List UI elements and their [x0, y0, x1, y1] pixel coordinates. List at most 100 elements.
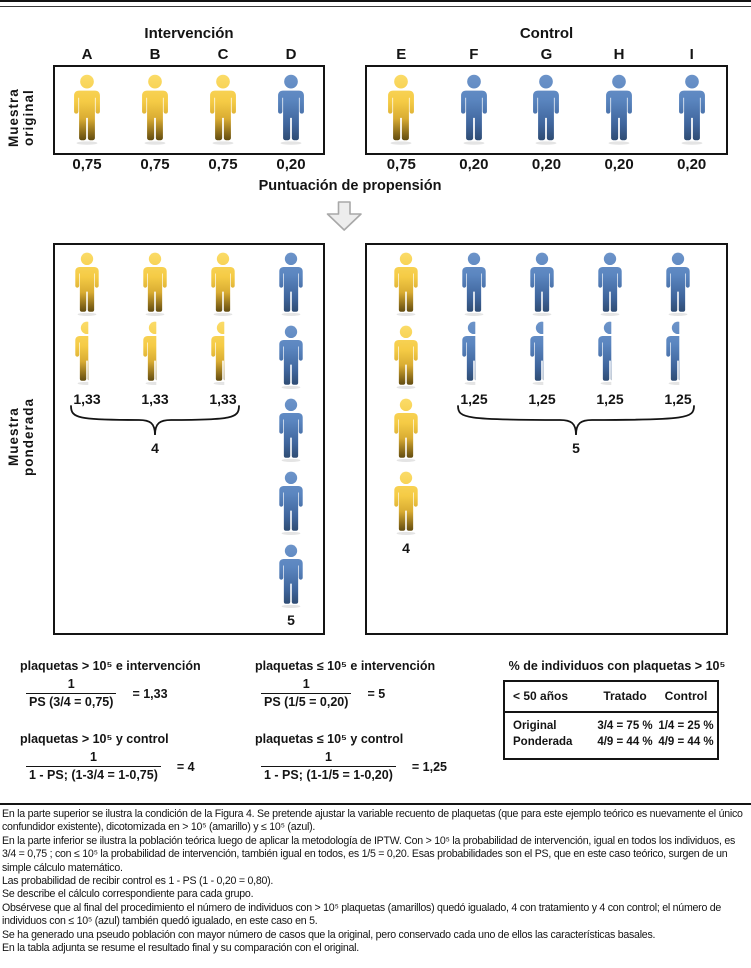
- weighted-intervention-yellow-columns: 1,33 1,33 1,33: [53, 252, 257, 407]
- weighted-person-column: 1,25: [576, 252, 644, 407]
- underbrace-icon: [70, 405, 240, 436]
- figure-caption: En la parte superior se ilustra la condi…: [2, 808, 749, 955]
- propensity-axis-label: Puntuación de propensión: [258, 178, 442, 194]
- formula-condition: plaquetas ≤ 10⁵ e intervención: [255, 659, 436, 673]
- propensity-score: 0,75: [72, 156, 102, 173]
- table-header-cell: Control: [664, 689, 708, 703]
- table-cell: 1/4 = 25 %: [658, 720, 714, 732]
- person-icon-blue: [521, 252, 563, 317]
- original-intervention-columns: A 0,75 B 0,75 C 0,75 D 0,20: [53, 46, 325, 173]
- half-person-icon-blue: [521, 321, 563, 386]
- formula-result: = 1,25: [411, 759, 447, 774]
- fraction: 1 PS (3/4 = 0,75): [26, 677, 117, 709]
- propensity-score: 0,20: [531, 156, 562, 173]
- group-total: 5: [572, 440, 580, 456]
- table-header-cell: Tratado: [603, 689, 647, 703]
- half-person-icon-yellow: [66, 321, 108, 386]
- original-control-columns: E 0,75 F 0,20 G 0,20 H 0,20 I 0,20: [365, 46, 728, 173]
- person-label: F: [469, 46, 479, 63]
- person-icon-yellow: [132, 74, 178, 146]
- fraction-bar: [26, 693, 117, 694]
- person-icon-blue: [270, 544, 312, 609]
- person-icon-yellow: [200, 74, 246, 146]
- person-icon-yellow: [385, 252, 427, 317]
- person-icon-yellow: [378, 74, 424, 146]
- person-label: B: [149, 46, 161, 63]
- half-person-icon-yellow: [202, 321, 244, 386]
- table-header-cell: < 50 años: [513, 689, 569, 703]
- half-person-icon-blue: [657, 321, 699, 386]
- person-label: D: [285, 46, 297, 63]
- formula-condition: plaquetas > 10⁵ y control: [20, 732, 169, 746]
- propensity-score: 0,20: [276, 156, 306, 173]
- formula-result: = 5: [367, 686, 386, 701]
- weighted-intervention-blue-stack: [270, 252, 312, 609]
- person-column: D 0,20: [257, 46, 325, 173]
- person-column: F 0,20: [438, 46, 511, 173]
- person-icon-yellow: [385, 398, 427, 463]
- person-column: G 0,20: [510, 46, 583, 173]
- caption-line: En la tabla adjunta se resume el resulta…: [2, 942, 359, 955]
- caption-divider-rule: [0, 803, 751, 805]
- person-icon-blue: [453, 252, 495, 317]
- top-rule-thin: [0, 6, 751, 7]
- person-column: C 0,75: [189, 46, 257, 173]
- fraction-numerator: 1: [302, 677, 310, 691]
- table-header-row: < 50 años Tratado Control: [505, 682, 717, 713]
- formula-block: plaquetas > 10⁵ y control 1 1 - PS; (1-3…: [20, 732, 195, 782]
- formula-result: = 4: [176, 759, 195, 774]
- weight-value: 1,25: [460, 391, 488, 407]
- caption-line: Se describe el cálculo correspondiente p…: [2, 888, 254, 901]
- person-icon-yellow: [385, 325, 427, 390]
- person-column: B 0,75: [121, 46, 189, 173]
- person-icon-yellow: [66, 252, 108, 317]
- weighted-person-column: 1,33: [189, 252, 257, 407]
- weighted-person-column: 1,25: [440, 252, 508, 407]
- down-arrow-icon: [326, 201, 362, 231]
- person-icon-blue: [270, 325, 312, 390]
- weighted-intervention-box: [53, 243, 325, 635]
- fraction-denominator: PS (1/5 = 0,20): [264, 695, 349, 709]
- fraction-bar: [261, 766, 396, 767]
- weight-value: 1,25: [664, 391, 692, 407]
- fraction-numerator: 1: [89, 750, 97, 764]
- table-row: Original 3/4 = 75 % 1/4 = 25 %: [513, 718, 714, 734]
- formula-block: plaquetas > 10⁵ e intervención 1 PS (3/4…: [20, 659, 201, 709]
- weighted-person-column: 1,25: [644, 252, 712, 407]
- weighted-control-box: [365, 243, 728, 635]
- summary-table: < 50 años Tratado Control Original 3/4 =…: [503, 680, 719, 760]
- propensity-score: 0,75: [140, 156, 170, 173]
- person-icon-blue: [596, 74, 642, 146]
- person-icon-blue: [268, 74, 314, 146]
- person-column: E 0,75: [365, 46, 438, 173]
- person-icon-yellow: [134, 252, 176, 317]
- person-column: H 0,20: [583, 46, 656, 173]
- half-person-icon-blue: [589, 321, 631, 386]
- fraction-denominator: 1 - PS; (1-3/4 = 1-0,75): [29, 768, 158, 782]
- formula-result: = 1,33: [132, 686, 168, 701]
- person-icon-blue: [451, 74, 497, 146]
- group-total: 5: [287, 612, 295, 628]
- formula-block: plaquetas ≤ 10⁵ y control 1 1 - PS; (1-1…: [255, 732, 447, 782]
- table-cell: 4/9 = 44 %: [658, 736, 714, 748]
- person-label: I: [689, 46, 694, 63]
- intervention-group-title: Intervención: [144, 25, 234, 42]
- fraction-denominator: 1 - PS; (1-1/5 = 1-0,20): [264, 768, 393, 782]
- fraction-numerator: 1: [67, 677, 75, 691]
- control-group-title: Control: [519, 25, 574, 42]
- weight-value: 1,33: [141, 391, 169, 407]
- person-icon-blue: [669, 74, 715, 146]
- fraction-denominator: PS (3/4 = 0,75): [29, 695, 114, 709]
- person-icon-blue: [589, 252, 631, 317]
- person-icon-blue: [657, 252, 699, 317]
- caption-line: Se ha generado una pseudo población con …: [2, 928, 656, 941]
- person-column: A 0,75: [53, 46, 121, 173]
- table-body: Original 3/4 = 75 % 1/4 = 25 % Ponderada…: [505, 713, 717, 758]
- table-cell: Ponderada: [513, 736, 573, 748]
- person-label: E: [396, 46, 407, 63]
- caption-line: Obsérvese que al final del procedimiento…: [2, 901, 722, 928]
- fraction: 1 PS (1/5 = 0,20): [261, 677, 352, 709]
- caption-line: En la parte inferior se ilustra la pobla…: [2, 834, 736, 874]
- summary-table-title: % de individuos con plaquetas > 10⁵: [508, 659, 726, 673]
